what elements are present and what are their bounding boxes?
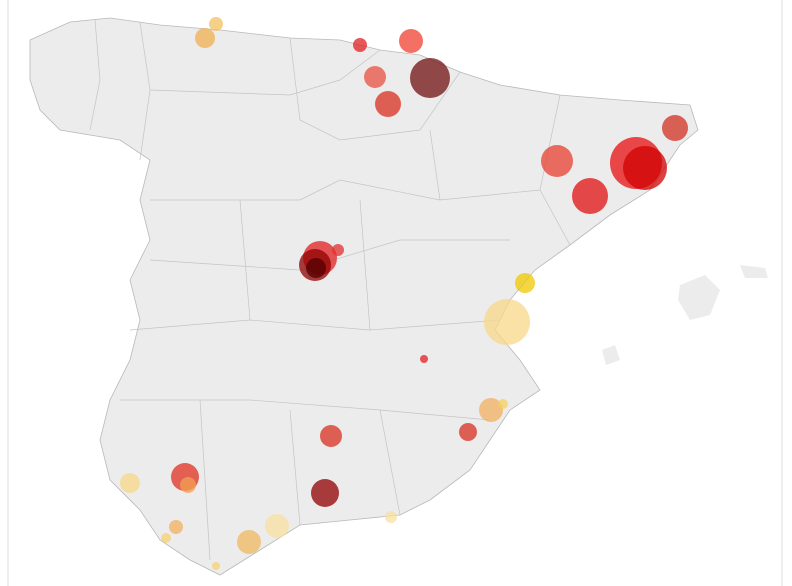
bubble: [306, 258, 326, 278]
bubble: [212, 562, 220, 570]
mallorca: [678, 275, 720, 320]
bubble: [484, 299, 530, 345]
bubble: [498, 399, 508, 409]
bubble: [662, 115, 688, 141]
bubble: [420, 355, 428, 363]
bubble: [353, 38, 367, 52]
bubble: [541, 145, 573, 177]
bubble: [515, 273, 535, 293]
bubble: [623, 146, 667, 190]
bubble: [479, 398, 503, 422]
province-borders: [89, 19, 571, 561]
bubble: [364, 66, 386, 88]
bubble: [375, 91, 401, 117]
bubble-layer: [120, 17, 688, 570]
bubble: [385, 511, 397, 523]
bubble: [169, 520, 183, 534]
menorca: [740, 265, 768, 278]
bubble: [399, 29, 423, 53]
bubble: [161, 533, 171, 543]
bubble: [311, 479, 339, 507]
bubble: [332, 244, 344, 256]
bubble: [237, 530, 261, 554]
bubble: [459, 423, 477, 441]
spain-mainland: [29, 17, 699, 576]
bubble: [209, 17, 223, 31]
ibiza: [602, 345, 620, 365]
bubble: [572, 178, 608, 214]
bubble: [120, 473, 140, 493]
bubble: [410, 58, 450, 98]
bubble: [195, 28, 215, 48]
bubble: [320, 425, 342, 447]
bubble: [265, 514, 289, 538]
bubble: [180, 477, 196, 493]
